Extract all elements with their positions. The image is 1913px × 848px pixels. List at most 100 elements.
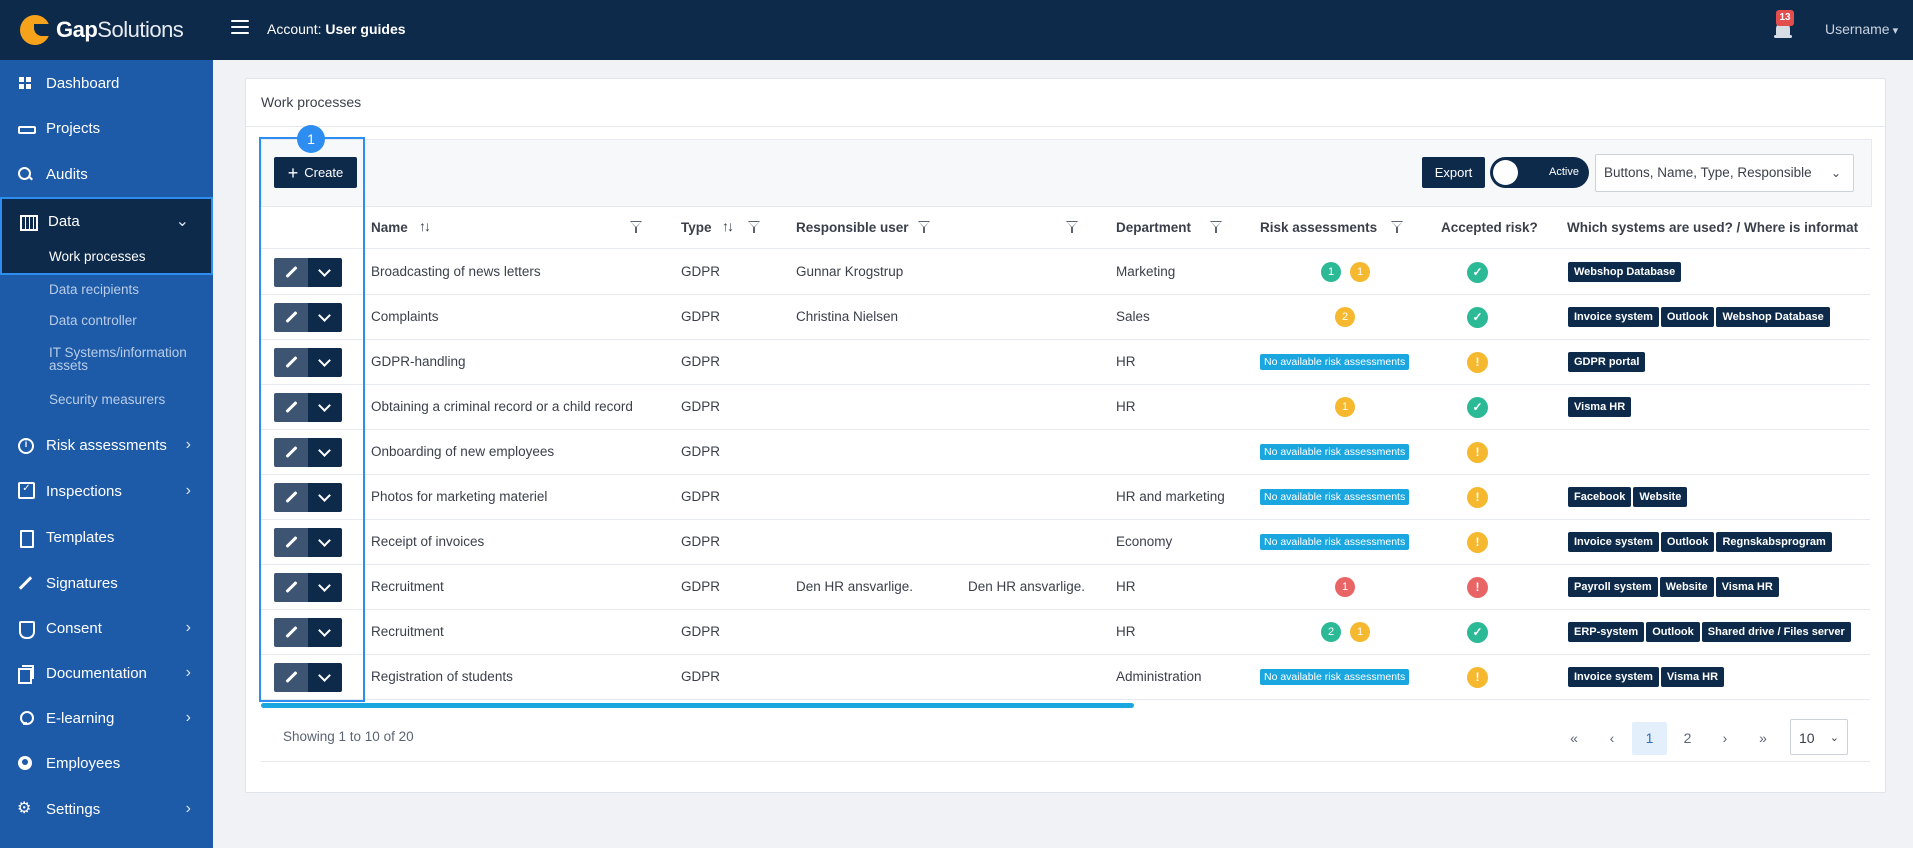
row-actions-dropdown-button[interactable] [308,528,342,557]
risk-count-badge[interactable]: 1 [1350,622,1370,642]
row-actions-dropdown-button[interactable] [308,348,342,377]
sidebar-item-dashboard[interactable]: Dashboard [0,60,213,106]
filter-icon[interactable] [630,221,642,233]
row-actions-dropdown-button[interactable] [308,483,342,512]
system-tag[interactable]: Invoice system [1568,667,1659,687]
system-tag[interactable]: Webshop Database [1716,307,1830,327]
first-page-button[interactable]: « [1570,730,1578,746]
sidebar-item-consent[interactable]: Consent › [0,605,213,651]
sidebar-subitem-security-measurers[interactable]: Security measurers [49,392,166,407]
system-tag[interactable]: Facebook [1568,487,1632,507]
column-header-accepted-risk[interactable]: Accepted risk? [1441,220,1538,235]
sidebar-subitem-data-controller[interactable]: Data controller [49,313,137,328]
sidebar-item-audits[interactable]: Audits [0,151,213,197]
edit-button[interactable] [274,528,308,557]
sidebar-item-projects[interactable]: Projects [0,105,213,151]
filter-icon[interactable] [1210,221,1222,233]
cell-name[interactable]: Obtaining a criminal record or a child r… [371,399,633,414]
gapsolutions-logo[interactable]: GapSolutions [20,15,184,45]
system-tag[interactable]: Website [1659,577,1714,597]
sidebar-item-data[interactable]: Data ⌄ [0,197,213,243]
system-tag[interactable]: Webshop Database [1568,262,1682,282]
page-size-select[interactable]: 10 ⌄ [1790,719,1848,755]
edit-button[interactable] [274,618,308,647]
cell-name[interactable]: Broadcasting of news letters [371,264,541,279]
row-actions-dropdown-button[interactable] [308,258,342,287]
system-tag[interactable]: Shared drive / Files server [1701,622,1851,642]
risk-count-badge[interactable]: 2 [1321,622,1341,642]
sidebar-item-templates[interactable]: Templates [0,514,213,560]
row-actions-dropdown-button[interactable] [308,663,342,692]
system-tag[interactable]: Invoice system [1568,532,1659,552]
edit-button[interactable] [274,573,308,602]
sidebar-item-documentation[interactable]: Documentation › [0,650,213,696]
filter-icon[interactable] [1066,221,1078,233]
system-tag[interactable]: Website [1633,487,1688,507]
sidebar-subitem-work-processes[interactable]: Work processes [0,243,213,275]
sidebar-item-employees[interactable]: Employees [0,740,213,786]
prev-page-button[interactable]: ‹ [1609,730,1615,746]
export-button[interactable]: Export [1422,157,1485,188]
hamburger-menu-icon[interactable] [231,20,249,35]
last-page-button[interactable]: » [1759,730,1767,746]
filter-icon[interactable] [1391,221,1403,233]
cell-name[interactable]: GDPR-handling [371,354,466,369]
column-header-risk-assessments[interactable]: Risk assessments [1260,220,1378,235]
sidebar-item-inspections[interactable]: Inspections› [0,468,213,514]
horizontal-scrollbar[interactable] [261,703,1134,708]
row-actions-dropdown-button[interactable] [308,393,342,422]
filter-icon[interactable] [748,221,760,233]
next-page-button[interactable]: › [1722,730,1728,746]
system-tag[interactable]: Visma HR [1660,667,1725,687]
system-tag[interactable]: Payroll system [1568,577,1658,597]
sort-icon[interactable]: ↑↓ [722,218,734,234]
edit-button[interactable] [274,483,308,512]
page-2-button[interactable]: 2 [1683,730,1692,746]
system-tag[interactable]: Outlook [1660,307,1715,327]
sidebar-subitem-it-systems[interactable]: IT Systems/information assets [49,345,187,373]
system-tag[interactable]: Regnskabsprogram [1716,532,1832,552]
cell-name[interactable]: Onboarding of new employees [371,444,555,459]
column-header-department[interactable]: Department [1116,220,1192,235]
edit-button[interactable] [274,348,308,377]
create-button[interactable]: + Create [274,157,357,188]
row-actions-dropdown-button[interactable] [308,618,342,647]
system-tag[interactable]: ERP-system [1568,622,1645,642]
page-1-button[interactable]: 1 [1632,722,1667,755]
sidebar-item-e-learning[interactable]: E-learning › [0,695,213,741]
sort-icon[interactable]: ↑↓ [419,218,431,234]
risk-count-badge[interactable]: 1 [1350,262,1370,282]
sidebar-item-risk-assessments[interactable]: Risk assessments› [0,422,213,468]
system-tag[interactable]: Outlook [1660,532,1715,552]
cell-name[interactable]: Recruitment [371,579,444,594]
column-header-type[interactable]: Type [681,220,712,235]
edit-button[interactable] [274,393,308,422]
risk-count-badge[interactable]: 1 [1335,577,1355,597]
sidebar-subitem-data-recipients[interactable]: Data recipients [49,282,140,297]
sidebar-item-settings[interactable]: Settings› [0,786,213,832]
sidebar-item-signatures[interactable]: Signatures [0,560,213,606]
edit-button[interactable] [274,303,308,332]
edit-button[interactable] [274,663,308,692]
system-tag[interactable]: GDPR portal [1568,352,1646,372]
risk-count-badge[interactable]: 1 [1335,397,1355,417]
system-tag[interactable]: Visma HR [1568,397,1632,417]
filter-icon[interactable] [918,221,930,233]
column-header-name[interactable]: Name [371,220,408,235]
cell-name[interactable]: Complaints [371,309,439,324]
user-menu[interactable]: Username [1825,21,1898,37]
system-tag[interactable]: Invoice system [1568,307,1659,327]
row-actions-dropdown-button[interactable] [308,438,342,467]
risk-count-badge[interactable]: 1 [1321,262,1341,282]
system-tag[interactable]: Outlook [1646,622,1700,642]
edit-button[interactable] [274,258,308,287]
active-toggle[interactable]: Active [1490,157,1589,188]
system-tag[interactable]: Visma HR [1715,577,1779,597]
column-header-responsible[interactable]: Responsible user [796,220,909,235]
cell-name[interactable]: Registration of students [371,669,513,684]
column-header-systems[interactable]: Which systems are used? / Where is infor… [1567,220,1859,235]
cell-name[interactable]: Receipt of invoices [371,534,485,549]
row-actions-dropdown-button[interactable] [308,303,342,332]
edit-button[interactable] [274,438,308,467]
row-actions-dropdown-button[interactable] [308,573,342,602]
